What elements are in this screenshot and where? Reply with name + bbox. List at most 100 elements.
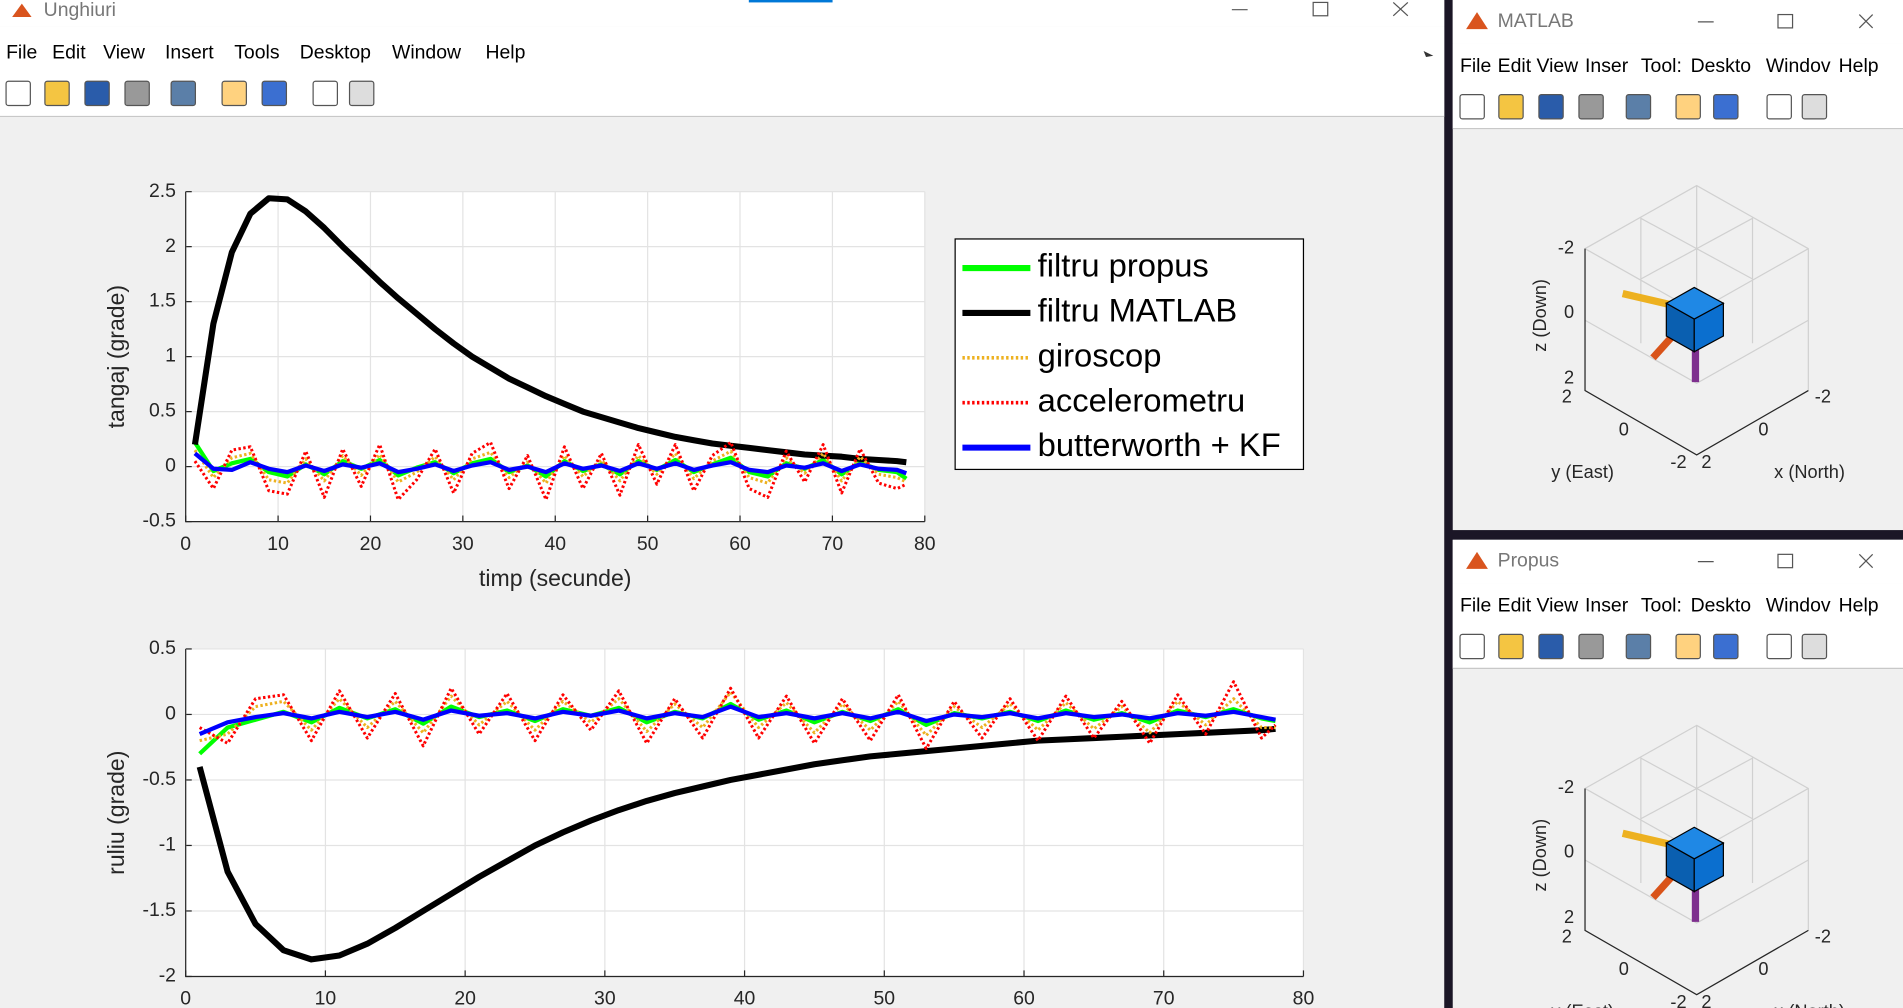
toolbar-button[interactable]: [1713, 633, 1739, 660]
toolbar-button[interactable]: [261, 80, 288, 107]
axis-line: [185, 191, 925, 523]
menu-item[interactable]: Edit: [1498, 595, 1532, 617]
y-axis-label: y (East): [1551, 1002, 1614, 1008]
toolbar-button[interactable]: [1625, 94, 1652, 120]
title-bar: [0, 0, 1445, 27]
z-tick-label: 0: [1564, 842, 1574, 862]
menu-item[interactable]: Deskto: [1691, 595, 1751, 617]
x-tick-label: 0: [1758, 959, 1768, 979]
menu-item[interactable]: Window: [392, 42, 462, 64]
toolbar-button[interactable]: [5, 80, 31, 107]
legend-box: [954, 238, 1305, 471]
toolbar-button[interactable]: [1538, 94, 1564, 120]
menu-item[interactable]: Inser: [1585, 595, 1629, 617]
toolbar-button[interactable]: [312, 80, 339, 107]
toolbar-button[interactable]: [44, 80, 70, 107]
toolbar-button[interactable]: [1625, 633, 1652, 660]
x-axis-label: x (North): [1774, 462, 1845, 482]
legend-label: accelerometru: [1038, 381, 1246, 418]
toolbar-button[interactable]: [1675, 94, 1701, 120]
y-tick-label: 1: [165, 345, 176, 367]
x-tick-label: 60: [729, 533, 751, 555]
y-tick-label: 0: [165, 703, 176, 725]
menu-item[interactable]: File: [6, 42, 37, 64]
toolbar-button[interactable]: [1538, 633, 1564, 660]
close-button[interactable]: [1858, 14, 1874, 29]
matlab-icon: [12, 3, 32, 17]
z-tick-label: 0: [1564, 302, 1574, 322]
menu-item[interactable]: Windov: [1766, 55, 1831, 77]
x-tick-label: 0: [1758, 419, 1768, 439]
toolbar-button[interactable]: [124, 80, 150, 107]
menu-item[interactable]: Help: [1839, 55, 1879, 77]
matlab-icon: [1466, 551, 1488, 569]
maximize-button[interactable]: [1777, 13, 1794, 29]
x-tick-label: 70: [1153, 988, 1175, 1008]
menu-item[interactable]: File: [1460, 595, 1491, 617]
x-tick-label: -2: [1815, 387, 1831, 407]
menu-item[interactable]: Insert: [165, 42, 214, 64]
y-tick-label: 0: [1619, 959, 1629, 979]
menu-item[interactable]: Tool:: [1641, 55, 1682, 77]
legend-label: giroscop: [1038, 336, 1162, 373]
menu-item[interactable]: Help: [485, 42, 525, 64]
menu-item[interactable]: View: [1536, 595, 1579, 617]
figure-window: Propus File Edit View Inser Tool: Deskto Windov…: [1452, 539, 1903, 1008]
toolbar-button[interactable]: [221, 80, 247, 107]
menu-item[interactable]: Tools: [234, 42, 279, 64]
toolbar-button[interactable]: [1675, 633, 1701, 660]
menu-item[interactable]: Edit: [1498, 55, 1532, 77]
y-tick-label: -1.5: [143, 899, 176, 921]
x-tick-label: 0: [180, 533, 191, 555]
x-tick-label: 0: [180, 988, 191, 1008]
toolbar-button[interactable]: [348, 80, 375, 107]
maximize-button[interactable]: [1312, 1, 1329, 17]
toolbar-button[interactable]: [1766, 94, 1792, 120]
toolbar-button[interactable]: [84, 80, 110, 107]
z-tick-label: -2: [1558, 777, 1574, 797]
menu-item[interactable]: Desktop: [300, 42, 371, 64]
toolbar-button[interactable]: [1498, 633, 1524, 660]
z-axis-label: z (Down): [1530, 819, 1550, 892]
toolbar-button[interactable]: [1459, 633, 1485, 660]
y-tick-label: 0.5: [149, 637, 176, 659]
menu-item[interactable]: View: [1536, 55, 1579, 77]
y-tick-label: -2: [1670, 452, 1686, 472]
dock-arrow[interactable]: [1423, 50, 1434, 58]
y-tick-label: -2: [1670, 992, 1686, 1008]
x-tick-label: 50: [873, 988, 895, 1008]
toolbar-button[interactable]: [1801, 94, 1828, 120]
toolbar-button[interactable]: [170, 80, 197, 107]
cube-top: [1665, 826, 1725, 860]
x-tick-label: 10: [315, 988, 337, 1008]
close-button[interactable]: [1858, 553, 1874, 569]
menu-item[interactable]: Inser: [1585, 55, 1629, 77]
toolbar-button[interactable]: [1713, 94, 1739, 120]
menu-item[interactable]: Deskto: [1691, 55, 1751, 77]
toolbar-button[interactable]: [1578, 633, 1604, 660]
maximize-button[interactable]: [1777, 553, 1794, 569]
y-tick-label: 0: [1619, 419, 1629, 439]
legend-label: filtru MATLAB: [1038, 292, 1238, 329]
x-tick-label: 70: [822, 533, 844, 555]
menu-item[interactable]: Help: [1839, 595, 1879, 617]
toolbar-button[interactable]: [1578, 94, 1604, 120]
menu-item[interactable]: File: [1460, 55, 1491, 77]
x-tick-label: 10: [267, 533, 289, 555]
menu-item[interactable]: Windov: [1766, 595, 1831, 617]
y-tick-label: -0.5: [143, 510, 176, 532]
close-button[interactable]: [1392, 1, 1409, 17]
menu-item[interactable]: Tool:: [1641, 595, 1682, 617]
y-tick-label: -1: [159, 834, 176, 856]
toolbar-button[interactable]: [1766, 633, 1792, 660]
y-tick-label: 0.5: [149, 400, 176, 422]
toolbar-button[interactable]: [1498, 94, 1524, 120]
x-tick-label: 2: [1701, 992, 1711, 1008]
menu-item[interactable]: Edit: [52, 42, 86, 64]
x-tick-label: 2: [1701, 452, 1711, 472]
toolbar-button[interactable]: [1801, 633, 1828, 660]
toolbar-button[interactable]: [1459, 94, 1485, 120]
series-line: [191, 195, 907, 466]
menu-item[interactable]: View: [103, 42, 146, 64]
window-title: Propus: [1498, 550, 1560, 572]
